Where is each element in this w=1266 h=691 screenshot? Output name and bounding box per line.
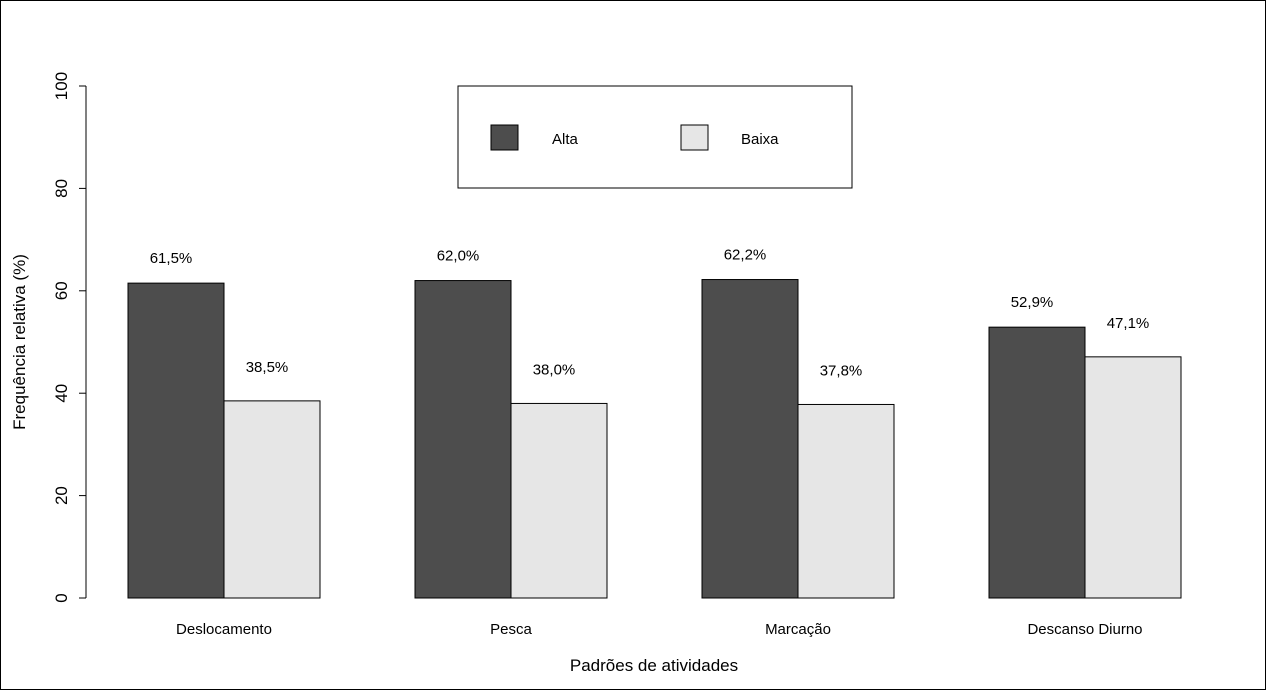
y-axis-title: Frequência relativa (%)	[10, 254, 29, 430]
x-tick-label: Deslocamento	[176, 621, 272, 638]
legend: Alta Baixa	[457, 85, 853, 189]
y-tick-label: 0	[52, 593, 71, 602]
legend-swatch-alta	[490, 124, 519, 151]
bar-alta-2	[701, 279, 799, 599]
data-label: 62,0%	[437, 248, 480, 265]
legend-label-baixa: Baixa	[741, 131, 779, 148]
bar-baixa-2	[797, 403, 895, 599]
y-tick-label: 40	[52, 384, 71, 403]
data-label: 61,5%	[150, 250, 193, 267]
bar-alta-0	[127, 282, 225, 599]
legend-label-alta: Alta	[552, 131, 579, 148]
x-axis-title: Padrões de atividades	[570, 656, 738, 675]
x-tick-label: Marcação	[765, 621, 831, 638]
data-label: 47,1%	[1107, 315, 1150, 332]
data-label: 38,5%	[246, 359, 289, 376]
bars	[127, 279, 1182, 599]
bar-baixa-1	[510, 402, 608, 599]
bar-alta-3	[988, 326, 1086, 599]
bar-baixa-3	[1084, 356, 1182, 599]
data-labels: 61,5% 38,5% Deslocamento 62,0% 38,0% Pesca 62,…	[150, 247, 1150, 638]
legend-box	[457, 85, 853, 189]
x-tick-label: Pesca	[490, 621, 532, 638]
data-label: 38,0%	[533, 361, 576, 378]
x-tick-label: Descanso Diurno	[1027, 621, 1142, 638]
legend-swatch-baixa	[680, 124, 709, 151]
axes: 0 20 40 60 80 100	[52, 72, 87, 603]
y-tick-label: 80	[52, 179, 71, 198]
bar-alta-1	[414, 280, 512, 599]
y-tick-label: 100	[52, 72, 71, 100]
bar-baixa-0	[223, 400, 321, 599]
data-label: 62,2%	[724, 247, 767, 264]
data-label: 37,8%	[820, 362, 863, 379]
y-tick-label: 60	[52, 281, 71, 300]
y-tick-label: 20	[52, 486, 71, 505]
data-label: 52,9%	[1011, 294, 1054, 311]
